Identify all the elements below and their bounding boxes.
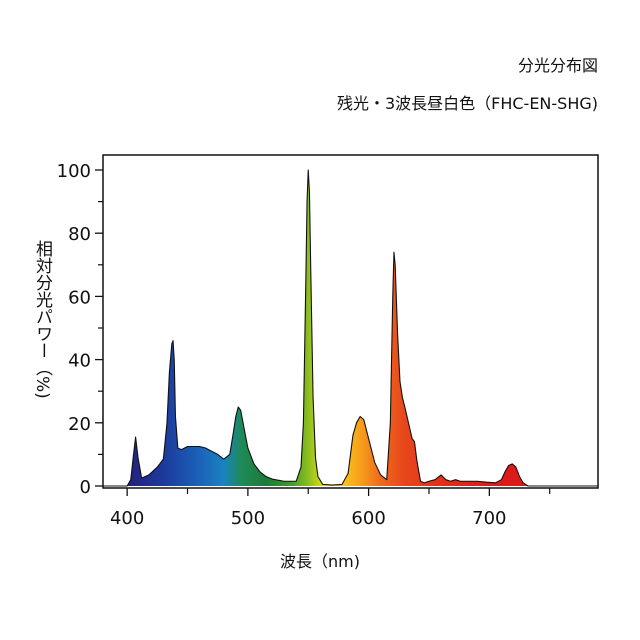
y-tick-label: 20: [68, 414, 91, 435]
y-tick-label: 60: [68, 287, 91, 308]
plot-frame: [102, 154, 599, 489]
x-tick-label: 500: [231, 508, 265, 529]
x-axis-label: 波長（nm): [280, 552, 360, 571]
x-tick-label: 700: [472, 508, 506, 529]
y-tick-label: 80: [68, 224, 91, 245]
chart-subtitle: 残光・3波長昼白色（FHC-EN-SHG): [336, 94, 598, 113]
y-tick-label: 100: [57, 161, 91, 182]
y-tick-label: 40: [68, 351, 91, 372]
spectrum-line: [103, 169, 598, 487]
y-axis-label: 相対分光パワー（%): [32, 240, 52, 399]
y-tick-label: 0: [80, 477, 91, 498]
x-tick-label: 600: [351, 508, 385, 529]
chart-title: 分光分布図: [517, 56, 598, 75]
x-tick-label: 400: [110, 508, 144, 529]
